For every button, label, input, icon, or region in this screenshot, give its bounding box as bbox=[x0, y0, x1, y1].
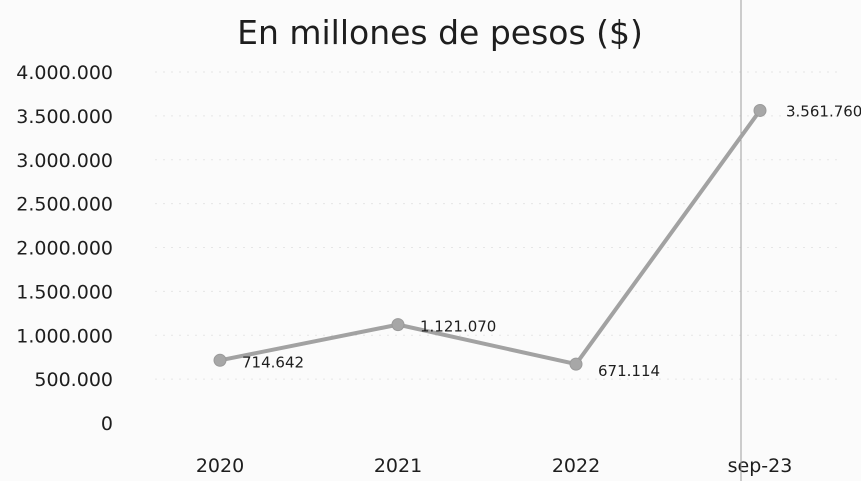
data-label: 671.114 bbox=[598, 362, 660, 380]
data-point bbox=[213, 353, 227, 367]
x-tick-label: 2021 bbox=[374, 455, 422, 477]
y-tick-label: 1.500.000 bbox=[16, 281, 113, 303]
y-tick-label: 3.000.000 bbox=[16, 150, 113, 172]
y-tick-label: 0 bbox=[101, 413, 113, 435]
x-tick-label: 2020 bbox=[196, 455, 244, 477]
data-label: 3.561.760 bbox=[786, 102, 861, 120]
y-tick-label: 1.000.000 bbox=[16, 325, 113, 347]
y-tick-label: 2.000.000 bbox=[16, 238, 113, 260]
y-axis-tick-labels: 0 500.000 1.000.000 1.500.000 2.000.000 2.500… bbox=[16, 62, 113, 435]
y-tick-label: 4.000.000 bbox=[16, 62, 113, 84]
data-point bbox=[391, 318, 405, 332]
x-tick-label: sep-23 bbox=[728, 455, 793, 477]
data-labels: 714.642 1.121.070 671.114 3.561.760 bbox=[242, 102, 861, 380]
x-axis-tick-labels: 2020 2021 2022 sep-23 bbox=[196, 455, 793, 477]
series-layer bbox=[213, 103, 767, 371]
data-point bbox=[569, 357, 583, 371]
chart-title: En millones de pesos ($) bbox=[237, 13, 643, 52]
x-tick-label: 2022 bbox=[552, 455, 600, 477]
y-tick-label: 500.000 bbox=[34, 369, 113, 391]
data-point bbox=[753, 103, 767, 117]
data-label: 714.642 bbox=[242, 353, 304, 371]
series-line bbox=[218, 108, 762, 367]
gridlines bbox=[155, 71, 840, 380]
y-tick-label: 3.500.000 bbox=[16, 106, 113, 128]
y-tick-label: 2.500.000 bbox=[16, 194, 113, 216]
data-label: 1.121.070 bbox=[420, 318, 496, 336]
